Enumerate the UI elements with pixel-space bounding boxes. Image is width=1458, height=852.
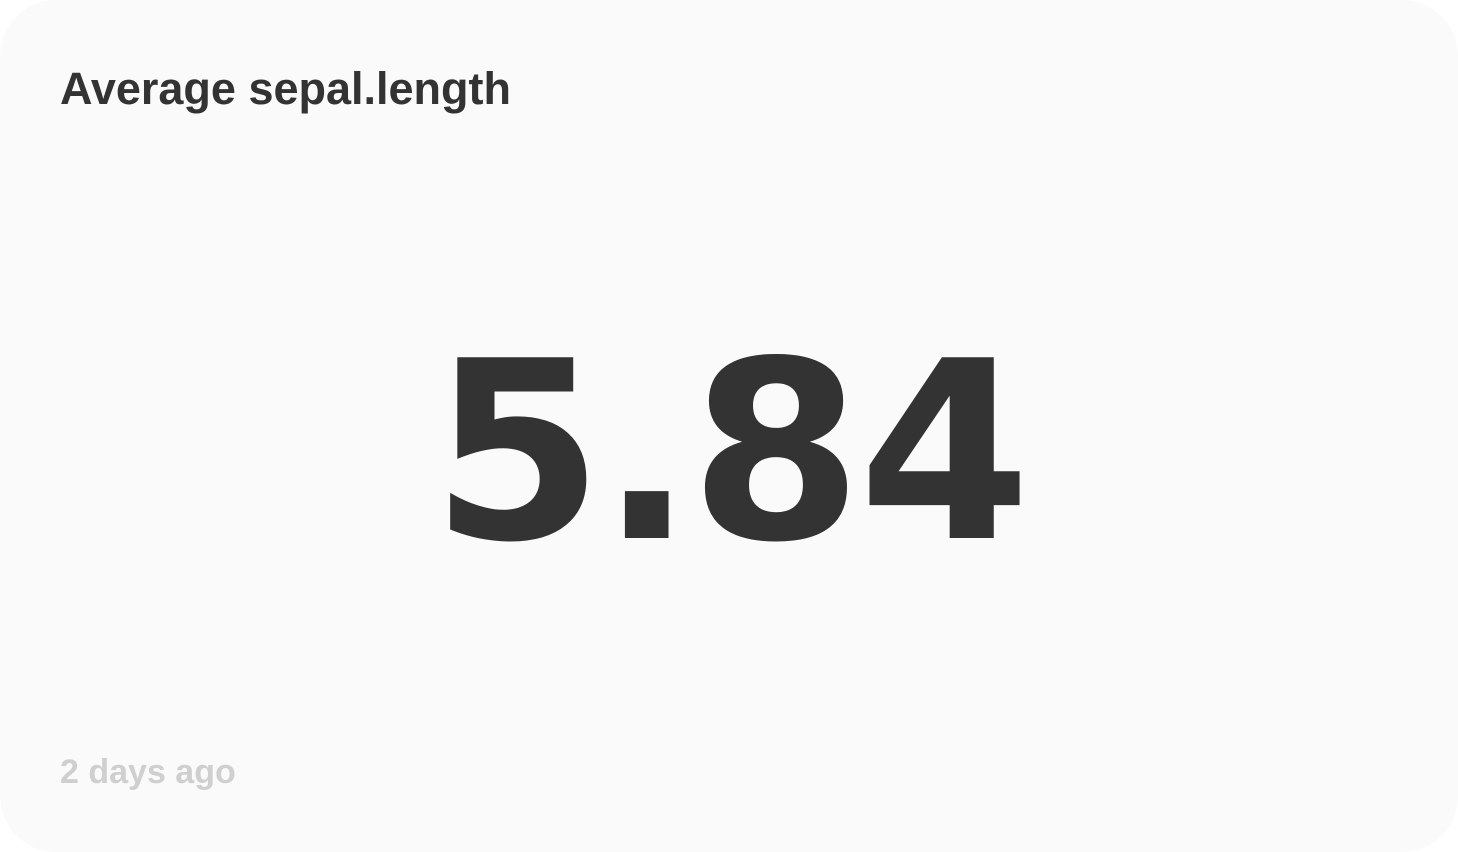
metric-value: 5.84 [431, 309, 1031, 597]
last-updated: 2 days ago [60, 753, 236, 791]
card-title: Average sepal.length [60, 63, 511, 114]
